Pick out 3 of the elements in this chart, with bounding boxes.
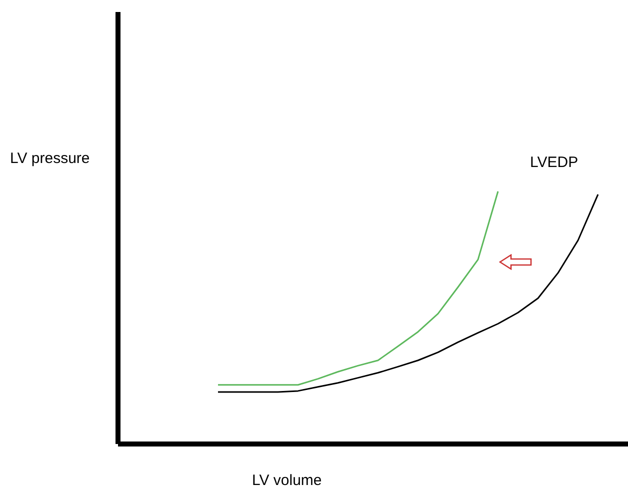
y-axis-title: LV pressure bbox=[10, 150, 90, 167]
x-axis-title: LV volume bbox=[252, 472, 322, 489]
text: LVEDP bbox=[530, 154, 578, 171]
